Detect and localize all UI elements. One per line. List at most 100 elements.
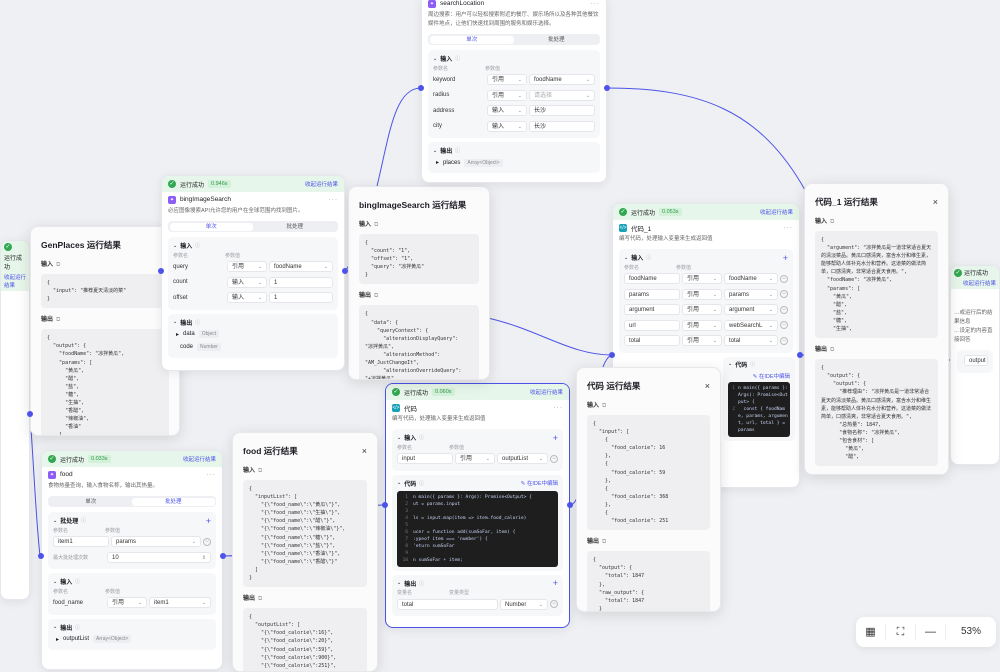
add-param-button[interactable]: + [552,432,558,443]
edit-in-ide-link[interactable]: ✎ 在IDE中编辑 [753,372,790,380]
node-partial-right[interactable]: ✓ 运行成功 收起运行结果 …或运行后的结果信息 …设定的内容直接回答 output [950,265,1000,465]
zoom-level[interactable]: 53% [960,626,981,637]
copy-icon[interactable]: ⧉ [56,317,61,324]
port-food-in[interactable] [38,553,44,559]
param-value-field[interactable]: output [964,355,988,367]
port-food-out[interactable] [220,553,226,559]
chevron-down-icon[interactable]: ⌄ [173,319,178,325]
collapse-results-link[interactable]: 收起运行结果 [529,390,563,396]
remove-param-button[interactable]: − [780,336,788,345]
param-value-field[interactable]: item1 ⌄ [149,597,211,609]
chevron-down-icon[interactable]: ⌄ [53,624,58,630]
port-search-out[interactable] [604,85,610,91]
port-left-out[interactable] [27,411,33,417]
node-food[interactable]: ✓ 运行成功 0.033s 收起运行结果 ✦ food ··· 食物热量查询，输入食物名称，输… [41,450,223,670]
param-type-select[interactable]: 引用 ⌄ [682,319,722,331]
collapse-results-link[interactable]: 收起运行结果 [182,457,216,463]
param-value-field[interactable]: foodName ⌄ [529,74,595,86]
param-type-select[interactable]: 引用 ⌄ [107,597,147,609]
port-bing-in[interactable] [158,268,164,274]
more-options-icon[interactable]: ··· [783,224,793,231]
remove-var-button[interactable]: − [550,600,558,609]
section-header[interactable]: ⌄ 输入 ⓘ [173,240,333,251]
param-value-field[interactable]: 长沙 [529,105,595,117]
collapse-results-link[interactable]: 收起运行结果 [759,210,793,216]
add-param-button[interactable]: + [205,515,211,526]
section-header[interactable]: ⌄ 输出 ⓘ [173,317,333,328]
tab-single[interactable]: 单次 [169,222,253,231]
node-partial-left[interactable]: ✓ 运行成功 收起运行结果 [0,240,30,600]
copy-icon[interactable]: ⧉ [56,262,61,268]
chevron-down-icon[interactable]: ⌄ [624,254,629,261]
chevron-down-icon[interactable]: ⌄ [728,361,733,367]
port-code1-out[interactable] [797,352,803,358]
param-name[interactable]: input [397,453,453,465]
copy-icon[interactable]: ⧉ [374,222,379,228]
zoom-out-icon[interactable]: — [916,624,946,640]
collapse-results-link[interactable]: 收起运行结果 [4,275,27,289]
port-code1-in[interactable] [609,352,615,358]
param-value-field[interactable]: argument ⌄ [724,304,778,316]
node-code[interactable]: ✓ 运行成功 0.060s 收起运行结果 </> 代码 ··· 编写代码，处理输入变量来生成返… [385,383,570,628]
section-header[interactable]: ⌄ 输出 ⓘ [53,622,211,633]
add-param-button[interactable]: + [782,252,788,263]
node-bingImageSearch[interactable]: ✓ 运行成功 0.946s 收起运行结果 ✦ bingImageSearch ··· 必应图像… [161,175,345,371]
chevron-down-icon[interactable]: ⌄ [433,147,438,154]
output-var-type[interactable]: Number ⌄ [500,598,548,610]
param-type-select[interactable]: 输入 ⌄ [227,276,267,288]
param-type-select[interactable]: 引用 ⌄ [682,273,722,285]
param-name[interactable]: params [624,288,680,300]
section-header[interactable]: ⌄ 输入 ⓘ + [397,432,558,443]
tab-batch[interactable]: 批处理 [132,497,215,506]
param-type-select[interactable]: 引用 ⌄ [227,261,267,273]
chevron-down-icon[interactable]: ⌄ [173,242,178,249]
remove-param-button[interactable]: − [550,454,558,463]
port-code-in[interactable] [382,502,388,508]
param-value-field[interactable]: 长沙 [529,120,595,132]
batch-param-name[interactable]: item1 [53,536,109,548]
param-name[interactable]: total [624,335,680,347]
more-options-icon[interactable]: ··· [553,404,563,411]
param-type-select[interactable]: 引用 ⌄ [682,304,722,316]
section-header[interactable]: ⌄ 代码 ⓘ ✎ 在IDE中编辑 [397,478,558,489]
collapse-results-link[interactable]: 收起运行结果 [304,182,338,188]
more-options-icon[interactable]: ··· [328,196,338,203]
copy-icon[interactable]: ⧉ [374,293,379,300]
param-type-select[interactable]: 引用 ⌄ [682,288,722,300]
close-icon[interactable]: × [704,381,710,391]
tab-single[interactable]: 单次 [85,498,97,505]
node-searchLocation[interactable]: ✦ searchLocation ··· 周边搜索：用户可以轻松搜索附近的餐厅、娱乐场… [421,0,607,183]
param-value-field[interactable]: 请选择 ⌄ [529,89,595,101]
param-type-select[interactable]: 输入 ⌄ [487,120,527,132]
remove-param-button[interactable]: − [780,290,788,299]
param-value-field[interactable]: foodName ⌄ [724,273,778,285]
chevron-down-icon[interactable]: ⌄ [397,434,402,441]
chevron-down-icon[interactable]: ⌄ [53,517,58,524]
section-header[interactable]: ⌄ 代码 ⓘ ✎ 在IDE中编辑 [728,360,790,380]
port-code-out[interactable] [567,502,573,508]
param-value-field[interactable]: 1 [269,276,333,288]
remove-param-button[interactable]: − [780,305,788,314]
copy-icon[interactable]: ⧉ [258,468,263,474]
expand-arrow-icon[interactable]: ▸ [56,636,60,643]
section-header[interactable]: ⌄ 输出 ⓘ [433,145,595,156]
remove-param-button[interactable]: − [780,274,788,283]
collapse-results-link[interactable]: 收起运行结果 [962,281,996,287]
close-icon[interactable]: × [361,446,367,456]
batch-param-value[interactable]: params ⌄ [111,536,201,548]
param-type-select[interactable]: 引用 ⌄ [682,335,722,347]
param-type-select[interactable]: 输入 ⌄ [487,105,527,117]
close-icon[interactable]: × [932,197,938,207]
param-value-field[interactable]: 1 [269,292,333,304]
tab-single[interactable]: 单次 [429,35,514,44]
remove-param-button[interactable]: − [780,321,788,330]
section-header[interactable]: ⌄ 输入 ⓘ [53,576,211,587]
chevron-down-icon[interactable]: ⌄ [397,480,402,486]
section-header[interactable]: ⌄ 输入 ⓘ + [624,252,788,263]
copy-icon[interactable]: ⧉ [602,403,607,409]
chevron-down-icon[interactable]: ⌄ [53,578,58,585]
expand-arrow-icon[interactable]: ▸ [436,160,440,166]
edit-in-ide-link[interactable]: ✎ 在IDE中编辑 [521,479,558,487]
